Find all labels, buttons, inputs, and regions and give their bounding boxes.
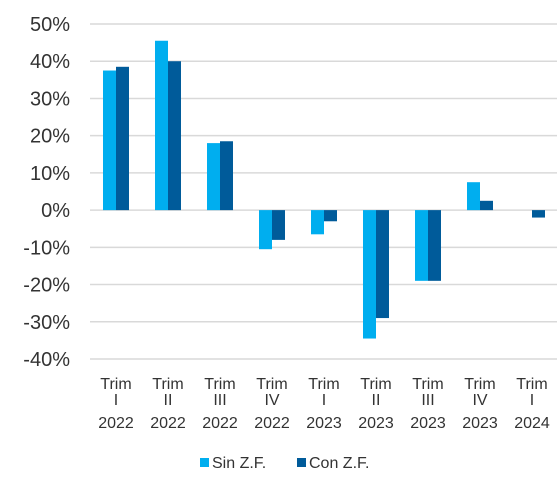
bar-sin-zf bbox=[259, 210, 272, 249]
y-tick-label: 40% bbox=[30, 51, 70, 73]
bar-sin-zf bbox=[415, 210, 428, 281]
x-tick-label: I bbox=[114, 392, 118, 409]
legend-label: Con Z.F. bbox=[309, 455, 369, 472]
y-tick-label: 50% bbox=[30, 14, 70, 36]
bar-con-zf bbox=[220, 141, 233, 210]
x-axis-tick-labels: TrimI2022TrimII2022TrimIII2022TrimIV2022… bbox=[98, 376, 550, 432]
x-tick-label: 2023 bbox=[358, 415, 394, 432]
bar-con-zf bbox=[272, 210, 285, 240]
legend-swatch bbox=[297, 458, 306, 467]
x-tick-label: Trim bbox=[152, 376, 183, 393]
x-tick-label: Trim bbox=[100, 376, 131, 393]
x-tick-label: III bbox=[421, 392, 434, 409]
x-tick-label: 2022 bbox=[150, 415, 186, 432]
x-tick-label: 2022 bbox=[202, 415, 238, 432]
x-tick-label: I bbox=[322, 392, 326, 409]
bar-con-zf bbox=[324, 210, 337, 221]
x-tick-label: IV bbox=[472, 392, 487, 409]
x-tick-label: 2022 bbox=[98, 415, 134, 432]
x-tick-label: II bbox=[164, 392, 173, 409]
legend-label: Sin Z.F. bbox=[212, 455, 266, 472]
bar-con-zf bbox=[376, 210, 389, 318]
x-tick-label: IV bbox=[264, 392, 279, 409]
x-tick-label: 2023 bbox=[410, 415, 446, 432]
bar-sin-zf bbox=[311, 210, 324, 234]
bar-con-zf bbox=[116, 67, 129, 210]
bar-sin-zf bbox=[363, 210, 376, 338]
y-tick-label: -40% bbox=[23, 349, 70, 371]
x-tick-label: II bbox=[372, 392, 381, 409]
y-tick-label: -30% bbox=[23, 312, 70, 334]
bar-sin-zf bbox=[103, 71, 116, 211]
y-tick-label: 0% bbox=[41, 200, 70, 222]
y-tick-label: 30% bbox=[30, 88, 70, 110]
x-tick-label: Trim bbox=[256, 376, 287, 393]
x-tick-label: Trim bbox=[412, 376, 443, 393]
y-axis-tick-labels: -40% -30% -20% -10% 0% 10% 20% 30% 40% 50% bbox=[23, 14, 70, 371]
y-tick-label: -20% bbox=[23, 275, 70, 297]
x-tick-label: 2023 bbox=[462, 415, 498, 432]
y-tick-label: 20% bbox=[30, 126, 70, 148]
bar-con-zf bbox=[428, 210, 441, 281]
y-tick-label: -10% bbox=[23, 237, 70, 259]
x-tick-label: Trim bbox=[308, 376, 339, 393]
x-tick-label: 2022 bbox=[254, 415, 290, 432]
bar-con-zf bbox=[532, 210, 545, 217]
x-tick-label: Trim bbox=[516, 376, 547, 393]
x-tick-label: Trim bbox=[464, 376, 495, 393]
x-tick-label: 2024 bbox=[514, 415, 550, 432]
x-tick-label: III bbox=[213, 392, 226, 409]
bar-con-zf bbox=[168, 61, 181, 210]
bar-sin-zf bbox=[155, 41, 168, 210]
x-tick-label: Trim bbox=[204, 376, 235, 393]
legend: Sin Z.F. Con Z.F. bbox=[200, 455, 369, 472]
bars bbox=[103, 41, 545, 339]
bar-sin-zf bbox=[207, 143, 220, 210]
x-tick-label: 2023 bbox=[306, 415, 342, 432]
x-tick-label: I bbox=[530, 392, 534, 409]
legend-swatch bbox=[200, 458, 209, 467]
bar-sin-zf bbox=[467, 182, 480, 210]
x-tick-label: Trim bbox=[360, 376, 391, 393]
y-tick-label: 10% bbox=[30, 163, 70, 185]
bar-con-zf bbox=[480, 201, 493, 210]
